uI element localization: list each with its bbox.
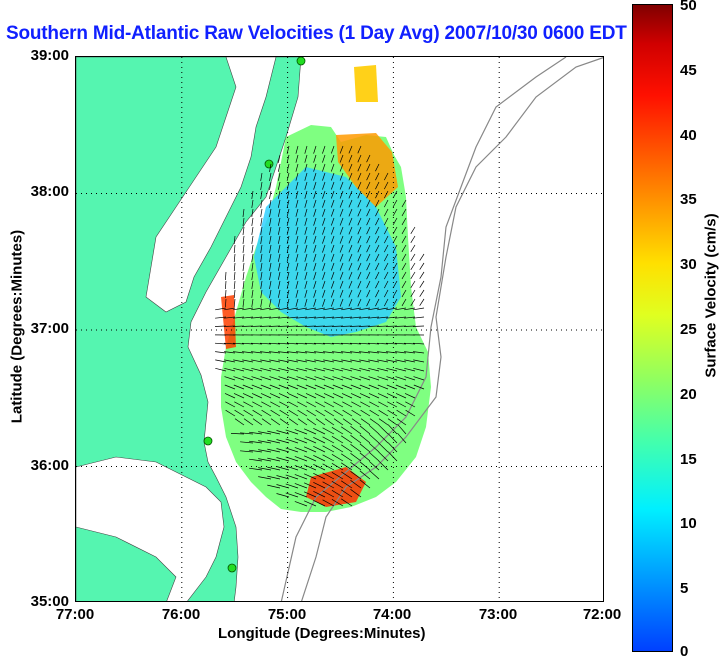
velocity-vector [243,236,244,244]
velocity-vector [243,263,244,271]
colorbar-tick-label: 20 [680,386,697,403]
x-tick-label: 74:00 [373,606,411,623]
velocity-vector [420,290,424,297]
velocity-vector [411,272,415,279]
colorbar-tick-label: 10 [680,515,697,532]
velocity-vector [252,245,253,253]
velocity-vector [420,272,424,279]
colorbar-label: Surface Velocity (cm/s) [703,191,720,401]
velocity-vector [411,281,415,288]
colorbar-tick-label: 35 [680,191,697,208]
station-marker [297,57,305,65]
map-canvas [76,57,604,602]
x-tick-label: 75:00 [268,606,306,623]
velocity-vector [420,254,424,261]
colorbar-tick-label: 0 [680,643,688,660]
velocity-vector [243,227,244,235]
map-area[interactable] [75,56,604,602]
velocity-vector [420,281,424,288]
velocity-vector [413,326,424,327]
velocity-vector [270,191,272,199]
station-marker [204,437,212,445]
colorbar-tick-label: 15 [680,451,697,468]
y-tick-label: 39:00 [31,47,69,64]
station-marker [228,564,236,572]
chart-title: Southern Mid-Atlantic Raw Velocities (1 … [6,23,627,45]
y-axis-label: Latitude (Degrees:Minutes) [9,222,26,432]
velocity-vector [261,209,262,217]
colorbar-tick-label: 45 [680,62,697,79]
colorbar [632,4,673,652]
velocity-vector [234,290,235,298]
velocity-vector [252,218,253,226]
velocity-vector [420,299,424,306]
colorbar-tick-label: 25 [680,321,697,338]
velocity-vector [252,236,253,244]
x-tick-label: 77:00 [56,606,94,623]
colorbar-tick-label: 5 [680,580,688,597]
velocity-vector [252,227,253,235]
velocity-vector [225,281,226,289]
velocity-vector [234,299,235,307]
x-tick-label: 76:00 [162,606,200,623]
velocity-vector [225,272,226,280]
velocity-vector [234,254,235,262]
x-tick-label: 72:00 [583,606,621,623]
velocity-vector [411,245,415,252]
velocity-vector [234,263,235,271]
y-tick-label: 36:00 [31,457,69,474]
fast-zone-small [354,65,378,102]
velocity-vector [411,254,415,261]
velocity-vector [411,236,415,243]
velocity-vector [420,263,424,270]
colorbar-tick-label: 30 [680,256,697,273]
station-marker [265,160,273,168]
fast-zone-west [221,295,236,349]
velocity-vector [243,254,244,262]
y-tick-label: 37:00 [31,320,69,337]
velocity-vector [411,227,415,234]
velocity-vector [234,281,235,289]
colorbar-tick-label: 40 [680,127,697,144]
colorbar-tick-label: 50 [680,0,697,14]
x-axis-label: Longitude (Degrees:Minutes) [218,625,426,642]
y-tick-label: 38:00 [31,183,69,200]
velocity-vector [234,272,235,280]
x-tick-label: 73:00 [479,606,517,623]
velocity-vector [411,263,415,270]
velocity-vector [243,245,244,253]
velocity-vector [234,245,235,253]
velocity-vector [243,272,244,280]
